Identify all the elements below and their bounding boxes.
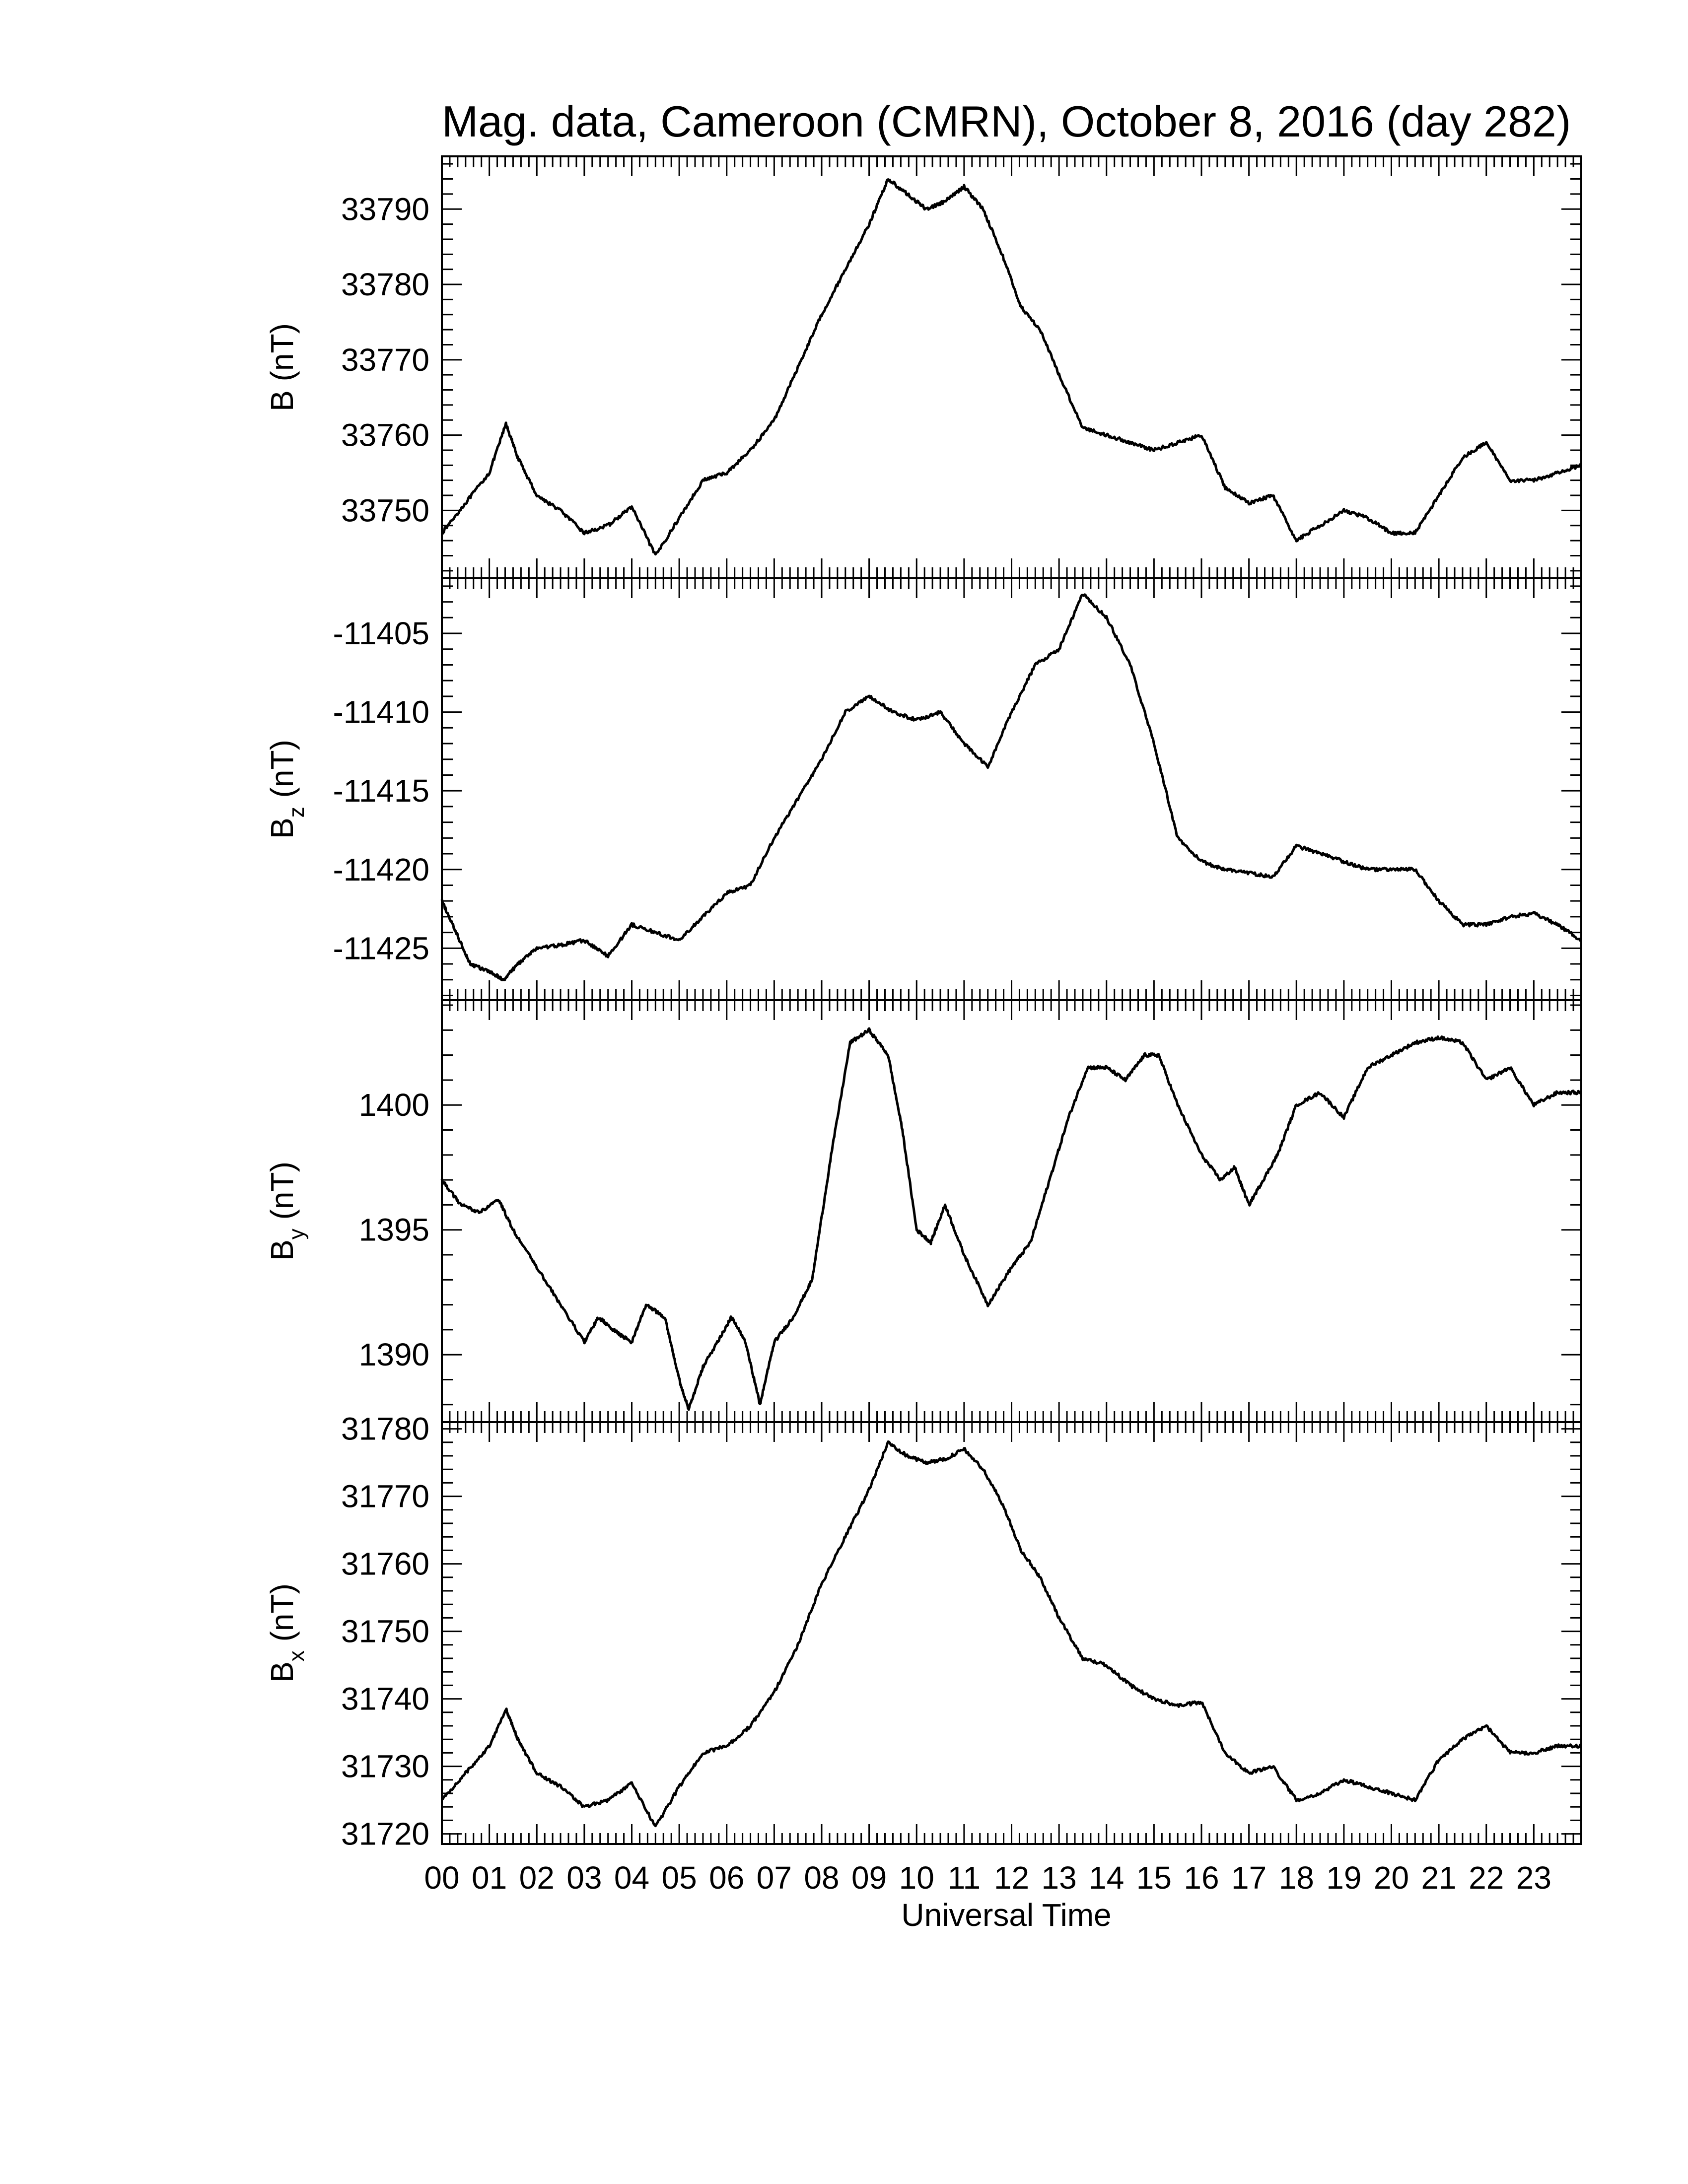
y-label-main: B: [264, 390, 300, 411]
x-tick-label: 01: [472, 1860, 507, 1896]
y-axis-label-By: By (nT): [264, 1161, 309, 1261]
y-tick-label: 33790: [341, 191, 429, 227]
y-tick-label: -11405: [333, 615, 429, 651]
y-label-unit: (nT): [264, 1161, 300, 1228]
y-label-main: B: [264, 818, 300, 839]
y-tick-label: 33750: [341, 492, 429, 528]
y-label-unit: (nT): [264, 323, 300, 390]
y-tick-label: 1395: [359, 1212, 429, 1248]
y-tick-label: 31780: [341, 1411, 429, 1447]
x-tick-label: 18: [1279, 1860, 1314, 1896]
y-label-main: B: [264, 1239, 300, 1261]
panel-By: 1390 1395 1400 By (nT): [264, 999, 1582, 1423]
x-tick-label: 13: [1042, 1860, 1077, 1896]
y-label-unit: (nT): [264, 1583, 300, 1650]
x-axis: 00 01 02 03 04 05 06 07 08 09 10 11 12 13 14 15 16 17 18 19…: [424, 1860, 1551, 1896]
panel-frame-Bz: [441, 577, 1582, 1001]
x-tick-label: 16: [1184, 1860, 1219, 1896]
panel-B: 33750 33760 33770 33780 33790 B (nT): [264, 155, 1582, 579]
y-tick-label: 33770: [341, 342, 429, 378]
x-tick-label: 08: [804, 1860, 839, 1896]
x-tick-label: 06: [709, 1860, 744, 1896]
panel-frame-B: [441, 155, 1582, 579]
x-tick-label: 17: [1231, 1860, 1266, 1896]
x-tick-label: 03: [566, 1860, 602, 1896]
y-tick-label: 1400: [359, 1087, 429, 1123]
x-tick-label: 07: [757, 1860, 792, 1896]
y-tick-label: 31720: [341, 1816, 429, 1852]
panel-frame-By: [441, 999, 1582, 1423]
x-tick-label: 21: [1421, 1860, 1457, 1896]
x-tick-label: 09: [851, 1860, 887, 1896]
y-tick-label: 31750: [341, 1614, 429, 1649]
y-label-subscript: y: [284, 1228, 309, 1239]
y-axis-label-Bz: Bz (nT): [264, 740, 309, 839]
y-tick-label: 33760: [341, 417, 429, 453]
y-tick-label: -11425: [333, 930, 429, 966]
y-tick-label: -11415: [333, 773, 429, 809]
y-label-unit: (nT): [264, 740, 300, 807]
x-tick-label: 22: [1469, 1860, 1504, 1896]
x-tick-label: 11: [948, 1860, 981, 1896]
x-tick-label: 19: [1326, 1860, 1361, 1896]
x-tick-label: 23: [1516, 1860, 1551, 1896]
y-tick-label: 33780: [341, 267, 429, 302]
y-tick-label: 31740: [341, 1681, 429, 1717]
series-line-Bx: [441, 1440, 1583, 1828]
x-tick-label: 02: [519, 1860, 555, 1896]
x-tick-label: 05: [662, 1860, 697, 1896]
y-label-main: B: [264, 1661, 300, 1683]
series-line-By: [440, 1027, 1582, 1411]
series-line-B: [441, 178, 1582, 556]
x-axis-label: Universal Time: [901, 1897, 1111, 1933]
x-tick-label: 14: [1089, 1860, 1124, 1896]
y-tick-label: 31770: [341, 1479, 429, 1514]
y-label-subscript: z: [284, 807, 309, 818]
chart-title: Mag. data, Cameroon (CMRN), October 8, 2…: [442, 97, 1571, 146]
panel-Bz: -11425 -11420 -11415 -11410 -11405 Bz (nT): [264, 577, 1582, 1001]
y-tick-label: -11420: [333, 852, 429, 887]
series-line-Bz: [440, 593, 1582, 981]
x-tick-label: 04: [614, 1860, 649, 1896]
panel-Bx: 31720 31730 31740 31750 31760 31770 31780 Bx (n…: [264, 1411, 1583, 1852]
x-tick-label: 12: [994, 1860, 1029, 1896]
x-tick-label: 20: [1374, 1860, 1409, 1896]
x-tick-label: 10: [899, 1860, 934, 1896]
x-tick-label: 00: [424, 1860, 459, 1896]
y-axis-label-Bx: Bx (nT): [264, 1583, 309, 1683]
y-tick-label: 1390: [359, 1337, 429, 1372]
y-tick-label: -11410: [333, 694, 429, 730]
x-tick-label: 15: [1136, 1860, 1172, 1896]
y-axis-label-B: B (nT): [264, 323, 300, 411]
y-tick-label: 31730: [341, 1749, 429, 1784]
y-tick-label: 31760: [341, 1546, 429, 1582]
y-label-subscript: x: [284, 1650, 309, 1661]
panel-frame-Bx: [441, 1421, 1582, 1845]
